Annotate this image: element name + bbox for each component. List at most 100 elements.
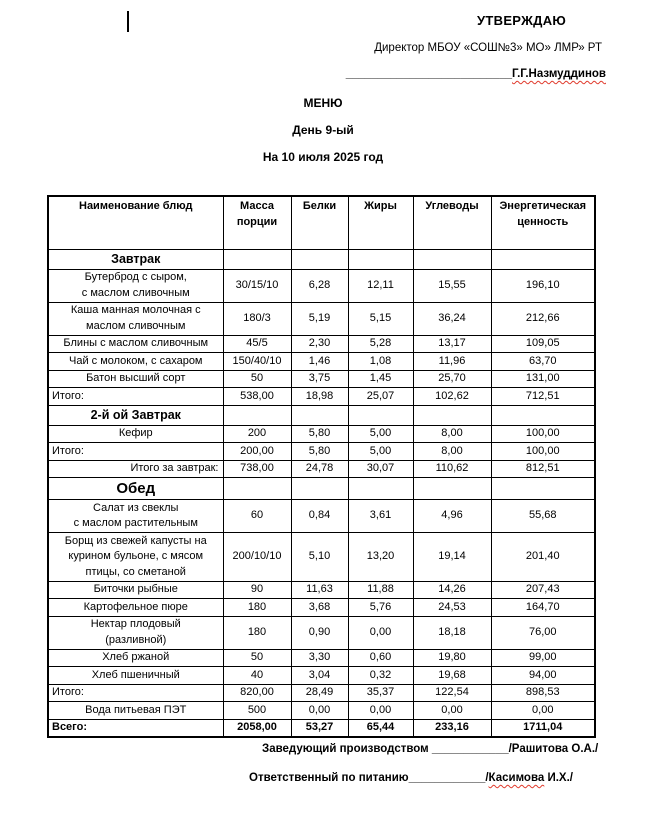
table-row: Бутерброд с сыром, с маслом сливочным 30/…	[47, 268, 596, 303]
value-cell: 3,75	[290, 369, 349, 388]
signature-blank: __________________________	[345, 68, 512, 80]
table-row: Биточки рыбные 90 11,63 11,88 14,26 207,43	[47, 580, 596, 599]
value-cell	[490, 477, 596, 500]
value-cell: 212,66	[490, 301, 596, 336]
value-cell: 0,84	[290, 499, 349, 533]
value-cell: 6,28	[290, 268, 349, 303]
value-cell: 8,00	[412, 424, 492, 443]
menu-table-body: Завтрак Бутерброд с сыром, с маслом сливо…	[47, 248, 596, 738]
value-cell: 25,70	[412, 369, 492, 388]
dish-name-cell: Биточки рыбные	[47, 580, 224, 599]
value-cell: 812,51	[490, 459, 596, 478]
value-cell: 122,54	[412, 683, 492, 702]
dish-name-cell: Картофельное пюре	[47, 598, 224, 617]
value-cell: 110,62	[412, 459, 492, 478]
value-cell: 2,30	[290, 334, 349, 353]
table-row: Всего: 2058,00 53,27 65,44 233,16 1711,04	[47, 718, 596, 738]
table-row: Блины с маслом сливочным 45/5 2,30 5,28 13,1…	[47, 334, 596, 353]
value-cell	[412, 404, 492, 426]
dish-name-cell: Каша манная молочная с маслом сливочным	[47, 301, 224, 336]
value-cell: 30/15/10	[222, 268, 292, 303]
column-header: Энергетическая ценность	[490, 195, 596, 250]
table-row: Чай с молоком, с сахаром 150/40/10 1,46 1,0…	[47, 352, 596, 371]
value-cell: 0,00	[347, 701, 414, 720]
value-cell: 100,00	[490, 424, 596, 443]
value-cell: 76,00	[490, 615, 596, 650]
value-cell: 100,00	[490, 442, 596, 461]
value-cell: 4,96	[412, 499, 492, 533]
table-row: Итого: 538,00 18,98 25,07 102,62 712,51	[47, 387, 596, 406]
table-row: Батон высший сорт 50 3,75 1,45 25,70 131,00	[47, 369, 596, 388]
value-cell	[290, 248, 349, 270]
value-cell: 40	[222, 666, 292, 685]
date-title: На 10 июля 2025 год	[262, 150, 384, 164]
table-row: Кефир 200 5,80 5,00 8,00 100,00	[47, 424, 596, 443]
value-cell	[490, 248, 596, 270]
value-cell: 3,30	[290, 648, 349, 667]
value-cell: 53,27	[290, 718, 349, 738]
dish-name-cell: Итого:	[47, 442, 224, 461]
value-cell	[412, 248, 492, 270]
dish-name-cell: Итого:	[47, 387, 224, 406]
value-cell: 65,44	[347, 718, 414, 738]
value-cell: 180	[222, 615, 292, 650]
column-header: Углеводы	[412, 195, 492, 250]
value-cell: 0,60	[347, 648, 414, 667]
value-cell: 35,37	[347, 683, 414, 702]
nutrition-responsible-signature-line: Ответственный по питанию____________/Кас…	[249, 772, 573, 784]
dish-name-cell: Батон высший сорт	[47, 369, 224, 388]
table-row: Борщ из свежей капусты на курином бульон…	[47, 532, 596, 582]
nutrition-responsible-label: Ответственный по питанию	[249, 772, 409, 784]
value-cell: 5,80	[290, 424, 349, 443]
value-cell: 11,96	[412, 352, 492, 371]
value-cell: 12,11	[347, 268, 414, 303]
value-cell: 11,88	[347, 580, 414, 599]
slash: /	[485, 772, 489, 784]
value-cell	[347, 404, 414, 426]
dish-name-cell: Чай с молоком, с сахаром	[47, 352, 224, 371]
value-cell: 207,43	[490, 580, 596, 599]
value-cell: 820,00	[222, 683, 292, 702]
value-cell: 0,00	[412, 701, 492, 720]
table-row: Нектар плодовый (разливной) 180 0,90 0,00 18…	[47, 615, 596, 650]
value-cell	[347, 477, 414, 500]
value-cell: 25,07	[347, 387, 414, 406]
value-cell: 1,45	[347, 369, 414, 388]
dish-name-cell: 2-й ой Завтрак	[47, 404, 224, 426]
signature-blank: ____________	[431, 743, 509, 755]
value-cell: 164,70	[490, 598, 596, 617]
value-cell: 0,32	[347, 666, 414, 685]
value-cell: 712,51	[490, 387, 596, 406]
value-cell: 14,26	[412, 580, 492, 599]
dish-name-cell: Итого:	[47, 683, 224, 702]
value-cell: 5,00	[347, 424, 414, 443]
table-row: Хлеб пшеничный 40 3,04 0,32 19,68 94,00	[47, 666, 596, 685]
nutrition-responsible-initials: И.Х./	[544, 772, 573, 784]
value-cell	[490, 404, 596, 426]
column-header: Масса порции	[222, 195, 292, 250]
table-row: Вода питьевая ПЭТ 500 0,00 0,00 0,00 0,00	[47, 701, 596, 720]
value-cell: 500	[222, 701, 292, 720]
table-row: Итого: 200,00 5,80 5,00 8,00 100,00	[47, 442, 596, 461]
value-cell: 15,55	[412, 268, 492, 303]
table-row: Итого: 820,00 28,49 35,37 122,54 898,53	[47, 683, 596, 702]
director-signature-line: __________________________Г.Г.Назмуддино…	[346, 68, 606, 80]
header-row: Наименование блюд Масса порции Белки Жиры Уг…	[47, 195, 596, 250]
value-cell: 19,80	[412, 648, 492, 667]
text-cursor	[127, 11, 129, 32]
value-cell	[222, 404, 292, 426]
table-row: 2-й ой Завтрак	[47, 404, 596, 426]
value-cell: 3,68	[290, 598, 349, 617]
value-cell: 18,18	[412, 615, 492, 650]
value-cell: 36,24	[412, 301, 492, 336]
value-cell: 3,04	[290, 666, 349, 685]
table-row: Обед	[47, 477, 596, 500]
dish-name-cell: Итого за завтрак:	[47, 459, 224, 478]
value-cell	[290, 404, 349, 426]
value-cell: 11,63	[290, 580, 349, 599]
table-row: Салат из свеклы с маслом растительным 60 0…	[47, 499, 596, 533]
value-cell: 0,00	[347, 615, 414, 650]
value-cell: 5,28	[347, 334, 414, 353]
value-cell: 24,78	[290, 459, 349, 478]
